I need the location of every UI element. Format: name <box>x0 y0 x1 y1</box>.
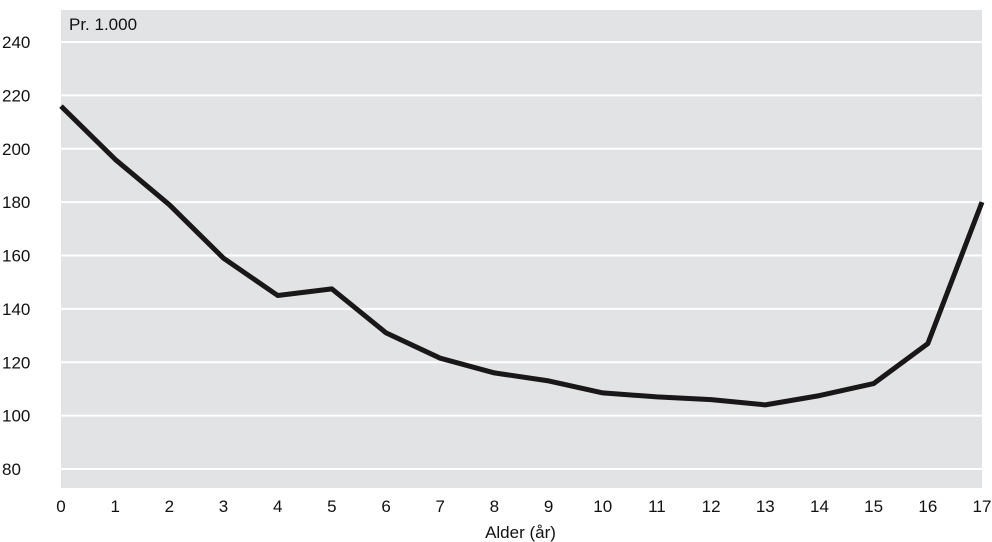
x-tick-label: 17 <box>973 497 992 516</box>
x-tick-label: 11 <box>648 497 666 516</box>
x-tick-label: 8 <box>490 497 499 516</box>
x-tick-label: 12 <box>702 497 721 516</box>
x-tick-label: 0 <box>56 497 65 516</box>
x-tick-label: 16 <box>918 497 937 516</box>
gridlines <box>61 41 982 470</box>
x-axis-ticks: 0 1 2 3 4 5 6 7 8 9 10 11 12 13 14 15 16 17 <box>56 497 991 516</box>
y-tick-label: 100 <box>2 407 30 426</box>
x-tick-label: 7 <box>436 497 445 516</box>
y-tick-label: 80 <box>2 460 21 479</box>
y-tick-label: 240 <box>2 33 30 52</box>
y-tick-label: 140 <box>2 300 30 319</box>
x-tick-label: 15 <box>864 497 883 516</box>
series-layer <box>59 104 985 408</box>
x-tick-label: 5 <box>327 497 336 516</box>
x-tick-label: 2 <box>165 497 174 516</box>
y-tick-label: 160 <box>2 247 30 266</box>
y-tick-label: 220 <box>2 86 30 105</box>
x-tick-label: 4 <box>273 497 282 516</box>
series-line <box>59 104 985 408</box>
x-tick-label: 6 <box>381 497 390 516</box>
x-tick-label: 1 <box>110 497 119 516</box>
y-tick-label: 120 <box>2 353 30 372</box>
x-tick-label: 13 <box>756 497 775 516</box>
y-axis-ticks: 80 100 120 140 160 180 200 220 240 <box>2 33 30 479</box>
x-tick-label: 9 <box>544 497 553 516</box>
x-axis-title: Alder (år) <box>485 523 556 542</box>
y-tick-label: 180 <box>2 193 30 212</box>
y-tick-label: 200 <box>2 140 30 159</box>
y-axis-unit-label: Pr. 1.000 <box>69 15 137 34</box>
x-tick-label: 14 <box>810 497 829 516</box>
x-tick-label: 3 <box>219 497 228 516</box>
x-tick-label: 10 <box>593 497 612 516</box>
